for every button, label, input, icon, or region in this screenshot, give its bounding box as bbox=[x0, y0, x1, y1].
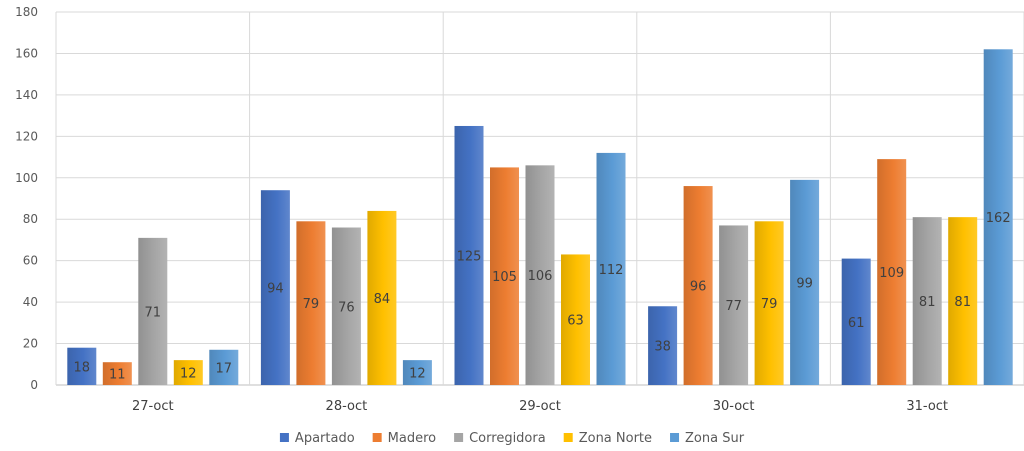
data-label: 63 bbox=[567, 314, 584, 329]
y-tick-label: 120 bbox=[15, 129, 38, 143]
data-label: 162 bbox=[986, 211, 1011, 226]
bar-corregidora-27-oct bbox=[138, 237, 168, 385]
bar-zona-sur-28-oct bbox=[402, 360, 432, 385]
bar-madero-30-oct bbox=[683, 186, 713, 385]
bar-zona-sur-30-oct bbox=[790, 179, 820, 385]
x-tick-label: 30-oct bbox=[713, 399, 755, 414]
bar-corregidora-30-oct bbox=[719, 225, 749, 385]
bar-zona-norte-27-oct bbox=[173, 360, 203, 385]
data-label: 61 bbox=[848, 316, 865, 331]
data-label: 94 bbox=[267, 282, 284, 297]
bar-madero-31-oct bbox=[877, 159, 907, 385]
data-label: 18 bbox=[74, 360, 91, 375]
y-tick-label: 160 bbox=[15, 46, 38, 60]
legend-label: Zona Norte bbox=[579, 431, 652, 446]
data-label: 81 bbox=[954, 295, 971, 310]
x-tick-label: 27-oct bbox=[132, 399, 174, 414]
bar-zona-norte-30-oct bbox=[754, 221, 784, 385]
data-label: 79 bbox=[761, 297, 778, 312]
bar-zona-norte-31-oct bbox=[948, 217, 978, 385]
bars bbox=[67, 49, 1013, 386]
bar-zona-norte-29-oct bbox=[561, 254, 590, 385]
data-label: 11 bbox=[109, 368, 126, 383]
bar-madero-28-oct bbox=[296, 221, 326, 385]
legend-swatch bbox=[670, 433, 680, 442]
data-labels: 18 11 71 12 17 94 79 76 84 12 125 105 106 63 112 38 96 77… bbox=[74, 211, 1011, 382]
legend-label: Corregidora bbox=[469, 431, 546, 446]
data-label: 84 bbox=[374, 292, 391, 307]
legend-label: Madero bbox=[388, 431, 436, 446]
data-label: 38 bbox=[654, 340, 671, 355]
legend-swatch bbox=[454, 433, 464, 442]
y-tick-label: 0 bbox=[30, 378, 38, 392]
bar-corregidora-28-oct bbox=[331, 227, 361, 385]
x-tick-label: 29-oct bbox=[519, 399, 561, 414]
bar-apartado-29-oct bbox=[454, 125, 484, 385]
bar-apartado-31-oct bbox=[841, 258, 871, 385]
bar-zona-sur-31-oct bbox=[983, 49, 1013, 386]
bar-zona-norte-28-oct bbox=[367, 210, 397, 385]
data-label: 81 bbox=[919, 295, 936, 310]
legend-label: Zona Sur bbox=[685, 431, 745, 446]
legend: Apartado Madero Corregidora Zona Norte Zona … bbox=[279, 431, 745, 446]
bar-madero-27-oct bbox=[102, 362, 132, 385]
data-label: 76 bbox=[338, 300, 355, 315]
bar-corregidora-31-oct bbox=[912, 217, 942, 385]
legend-swatch bbox=[279, 433, 289, 442]
data-label: 99 bbox=[796, 276, 813, 291]
bar-madero-29-oct bbox=[490, 167, 519, 385]
y-axis: 0 20 40 60 80 100 120 140 160 180 bbox=[15, 5, 38, 392]
bar-zona-sur-29-oct bbox=[596, 152, 626, 385]
data-label: 17 bbox=[216, 361, 233, 376]
y-tick-label: 60 bbox=[23, 254, 38, 268]
data-label: 79 bbox=[303, 297, 320, 312]
data-label: 12 bbox=[409, 367, 426, 382]
x-axis: 27-oct 28-oct 29-oct 30-oct 31-oct bbox=[132, 399, 948, 414]
data-label: 71 bbox=[145, 305, 162, 320]
data-label: 105 bbox=[492, 270, 517, 285]
bar-apartado-28-oct bbox=[260, 190, 290, 385]
data-label: 112 bbox=[599, 263, 624, 278]
y-tick-label: 140 bbox=[15, 88, 38, 102]
y-tick-label: 180 bbox=[15, 5, 38, 19]
x-tick-label: 28-oct bbox=[326, 399, 368, 414]
legend-label: Apartado bbox=[295, 431, 355, 446]
bar-apartado-27-oct bbox=[67, 347, 97, 385]
data-label: 125 bbox=[457, 249, 482, 264]
y-tick-label: 80 bbox=[23, 212, 38, 226]
x-tick-label: 31-oct bbox=[906, 399, 948, 414]
data-label: 106 bbox=[528, 269, 553, 284]
bar-zona-sur-27-oct bbox=[209, 349, 239, 385]
y-tick-label: 20 bbox=[23, 337, 38, 351]
bar-apartado-30-oct bbox=[648, 306, 678, 385]
data-label: 12 bbox=[180, 367, 197, 382]
data-label: 109 bbox=[879, 266, 904, 281]
data-label: 77 bbox=[725, 299, 742, 314]
data-label: 96 bbox=[690, 280, 707, 295]
bar-corregidora-29-oct bbox=[525, 165, 555, 385]
y-tick-label: 40 bbox=[23, 295, 38, 309]
y-tick-label: 100 bbox=[15, 171, 38, 185]
legend-swatch bbox=[563, 433, 573, 442]
legend-swatch bbox=[372, 433, 382, 442]
